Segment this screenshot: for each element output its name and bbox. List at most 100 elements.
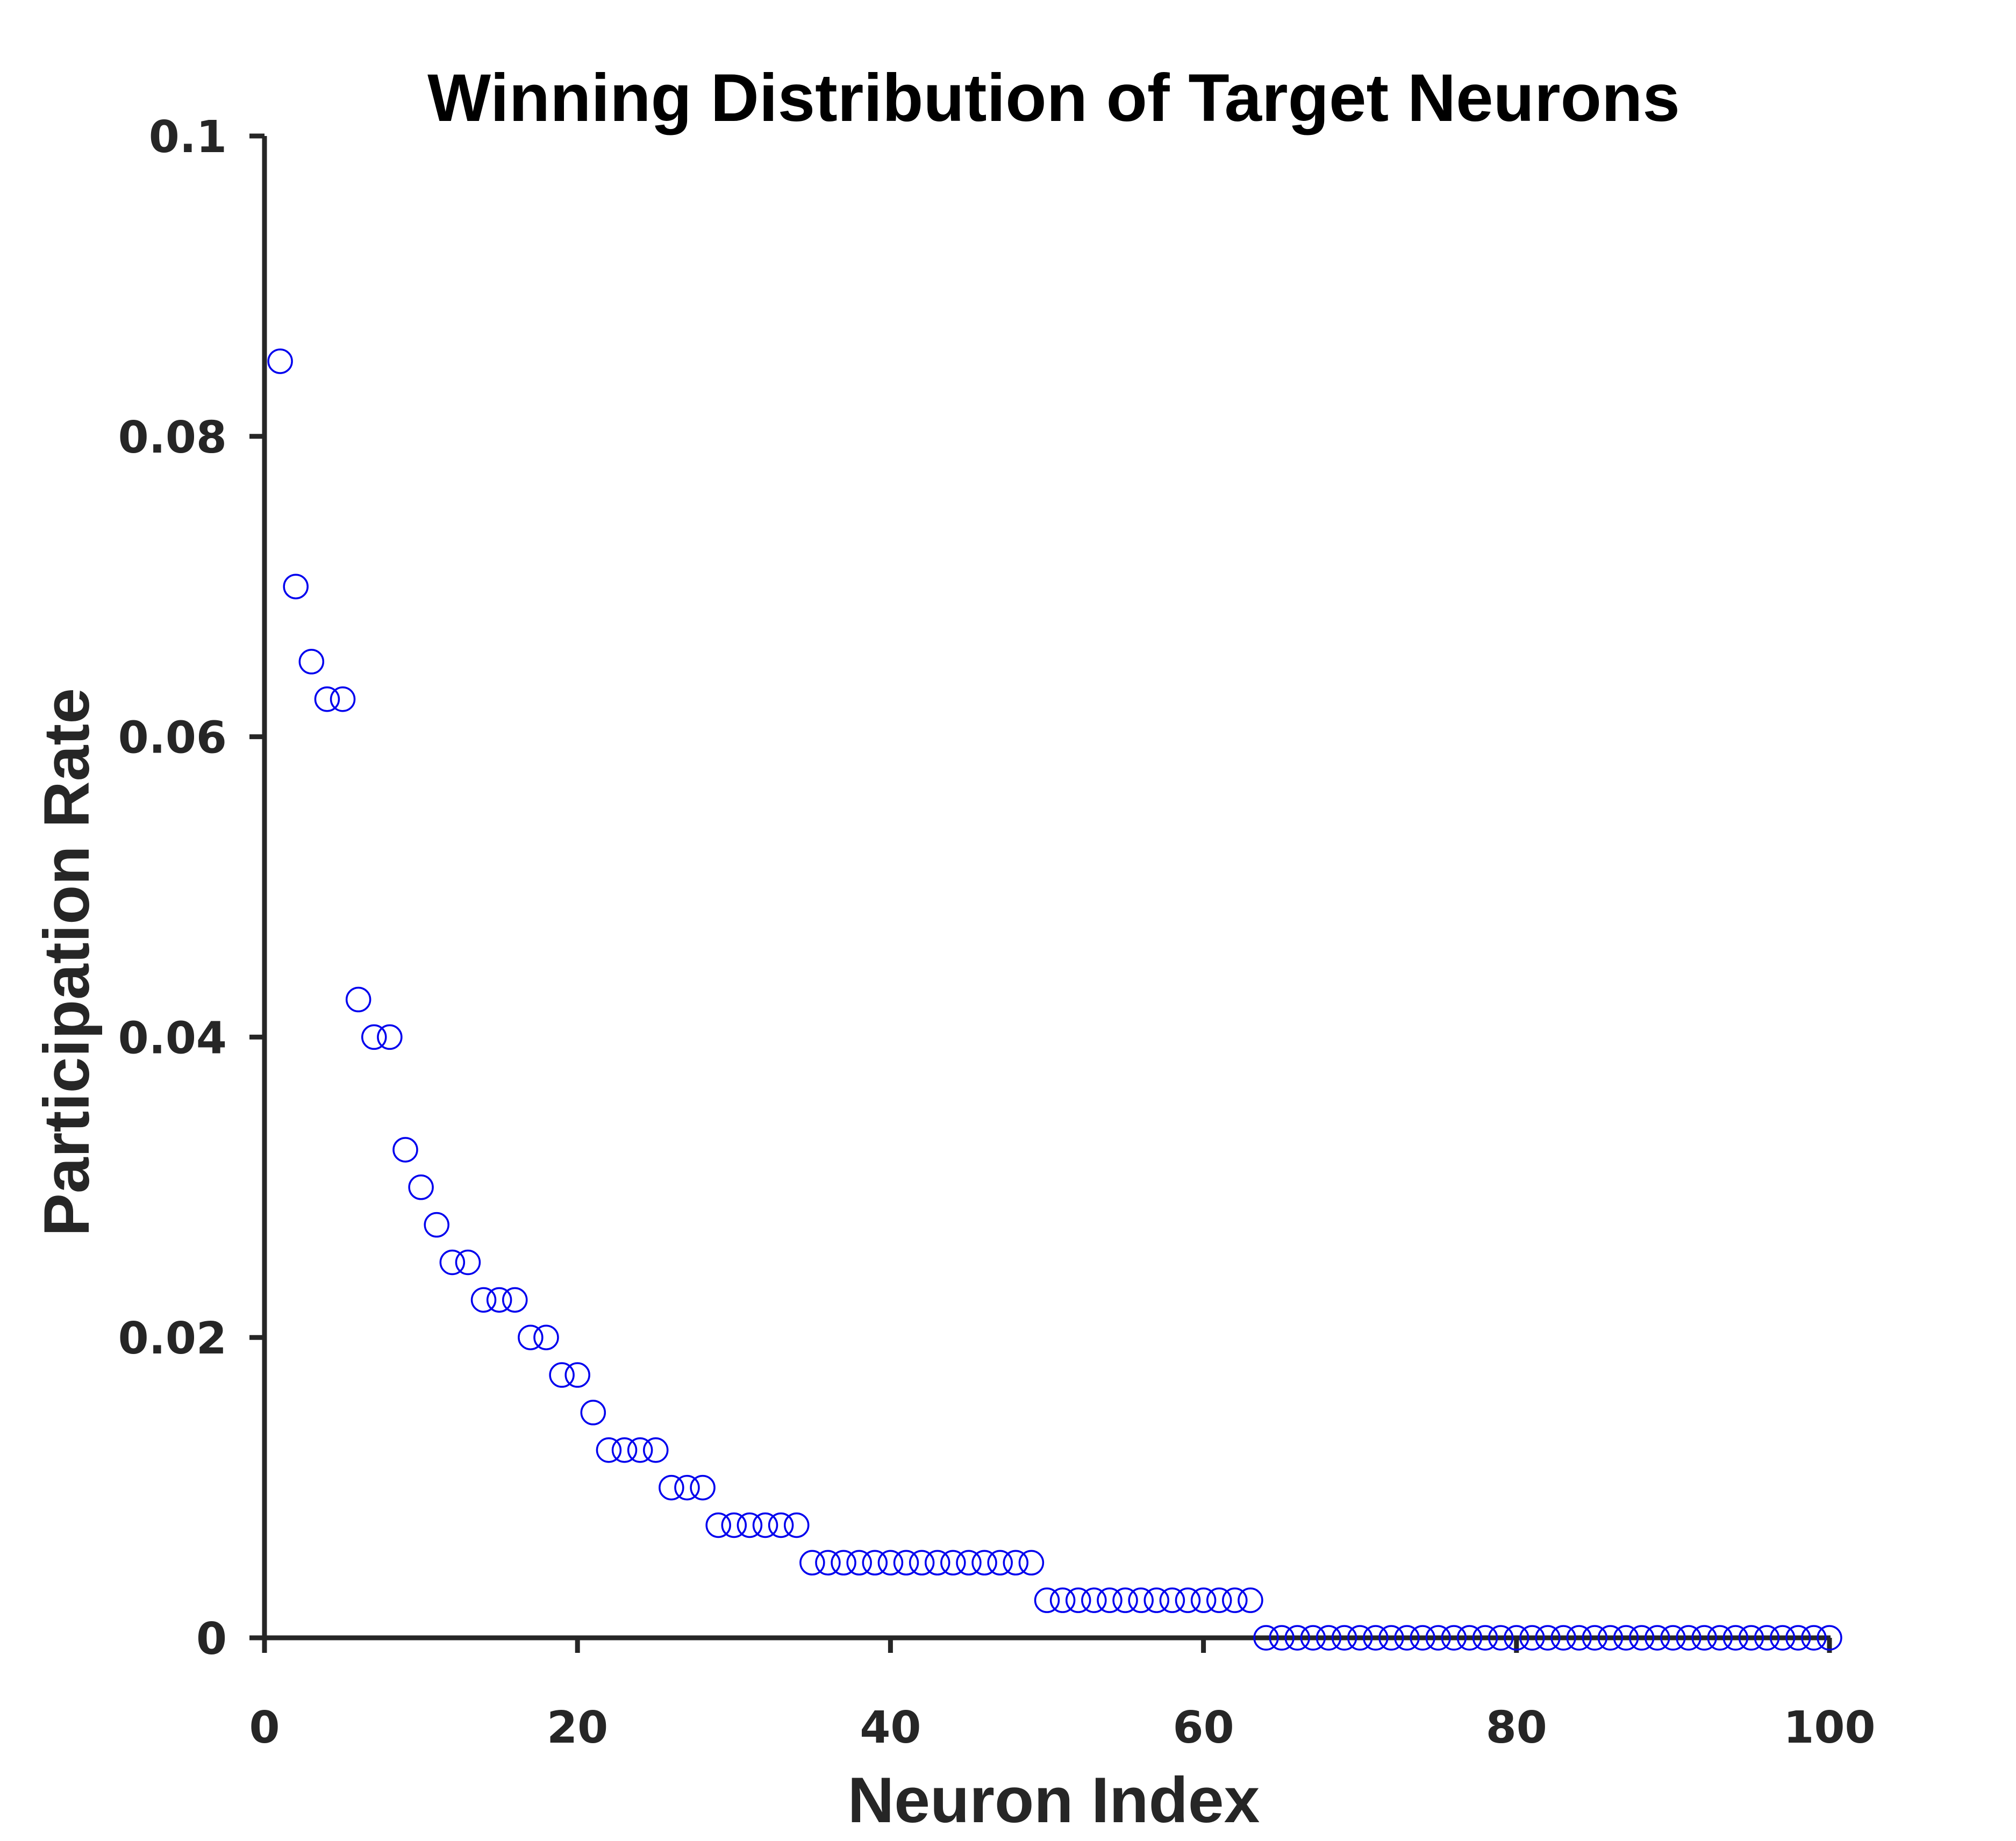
data-point <box>862 1550 888 1576</box>
data-point <box>361 1024 387 1050</box>
chart-title: Winning Distribution of Target Neurons <box>427 61 1680 135</box>
data-point <box>987 1550 1013 1576</box>
data-point <box>1128 1587 1154 1613</box>
data-point <box>518 1324 544 1350</box>
y-tick-label: 0.02 <box>118 1313 227 1364</box>
data-point <box>345 986 371 1013</box>
data-point <box>1801 1625 1827 1651</box>
data-point <box>1347 1625 1373 1651</box>
data-point <box>1284 1625 1311 1651</box>
data-point <box>1065 1587 1091 1613</box>
data-point <box>1331 1625 1357 1651</box>
data-point <box>1206 1587 1232 1613</box>
data-point <box>1754 1625 1780 1651</box>
data-point <box>1003 1550 1029 1576</box>
y-tick-label: 0 <box>196 1614 227 1665</box>
data-point <box>377 1024 403 1050</box>
data-point <box>737 1512 763 1538</box>
data-point <box>1159 1587 1185 1613</box>
data-point <box>1660 1625 1686 1651</box>
data-point <box>1550 1625 1576 1651</box>
data-point <box>439 1249 466 1276</box>
data-point <box>940 1550 966 1576</box>
data-point <box>1785 1625 1811 1651</box>
data-point <box>846 1550 872 1576</box>
data-point <box>533 1324 559 1350</box>
data-point <box>1410 1625 1435 1651</box>
data-point <box>455 1249 481 1276</box>
data-point <box>1738 1625 1764 1651</box>
data-point <box>1488 1625 1514 1651</box>
x-tick-label: 40 <box>860 1702 921 1753</box>
data-point <box>1472 1625 1498 1651</box>
data-point <box>1441 1625 1467 1651</box>
x-tick-label: 20 <box>547 1702 608 1753</box>
data-point <box>1222 1587 1248 1613</box>
data-point <box>1628 1625 1655 1651</box>
data-point <box>1378 1625 1404 1651</box>
data-point <box>815 1550 841 1576</box>
data-point <box>705 1512 731 1538</box>
tick-labels: 0 20 40 60 80 100 0 0.02 0.04 0.06 0.08 0.1 <box>118 112 1876 1753</box>
data-point <box>1817 1625 1842 1651</box>
y-tick-label: 0.1 <box>149 112 227 163</box>
data-point <box>549 1362 575 1388</box>
data-point <box>1456 1625 1483 1651</box>
data-point <box>1018 1550 1045 1576</box>
data-point <box>564 1362 590 1388</box>
data-point <box>799 1550 825 1576</box>
data-point <box>1645 1625 1670 1651</box>
data-point <box>392 1137 418 1163</box>
data-point <box>1363 1625 1389 1651</box>
data-point <box>752 1512 778 1538</box>
data-point <box>1175 1587 1201 1613</box>
data-point <box>1269 1625 1295 1651</box>
data-point <box>643 1437 669 1463</box>
x-tick-label: 0 <box>249 1702 280 1753</box>
data-point <box>1097 1587 1123 1613</box>
data-point <box>1316 1625 1342 1651</box>
data-point <box>330 686 356 712</box>
data-point <box>1300 1625 1326 1651</box>
data-point <box>1519 1625 1545 1651</box>
data-point <box>470 1287 497 1313</box>
data-point <box>690 1474 716 1501</box>
data-point <box>1253 1625 1279 1651</box>
data-point <box>298 649 325 675</box>
data-point <box>1504 1625 1529 1651</box>
data-point <box>283 574 309 599</box>
data-point <box>1722 1625 1749 1651</box>
x-tick-label: 100 <box>1783 1702 1875 1753</box>
data-point <box>1425 1625 1451 1651</box>
y-tick-label: 0.06 <box>118 713 227 764</box>
data-point <box>627 1437 653 1463</box>
data-point <box>1112 1587 1138 1613</box>
data-point <box>674 1474 700 1501</box>
data-point <box>909 1550 935 1576</box>
data-point <box>580 1400 606 1425</box>
data-point <box>1535 1625 1561 1651</box>
data-point <box>1613 1625 1639 1651</box>
data-point <box>1143 1587 1170 1613</box>
data-point <box>408 1174 434 1200</box>
data-point <box>1691 1625 1717 1651</box>
x-tick-label: 80 <box>1486 1702 1547 1753</box>
data-point <box>783 1512 810 1538</box>
data-point <box>1597 1625 1624 1651</box>
x-axis-label: Neuron Index <box>848 1764 1260 1836</box>
data-point <box>893 1550 919 1576</box>
data-point <box>831 1550 856 1576</box>
data-point <box>1394 1625 1420 1651</box>
data-point <box>611 1437 638 1463</box>
data-point <box>1049 1587 1076 1613</box>
data-point <box>971 1550 997 1576</box>
x-tick-label: 60 <box>1173 1702 1234 1753</box>
data-points <box>267 348 1842 1651</box>
data-point <box>721 1512 747 1538</box>
data-point <box>1190 1587 1217 1613</box>
data-point <box>267 348 293 374</box>
data-point <box>1582 1625 1608 1651</box>
data-point <box>1769 1625 1796 1651</box>
data-point <box>1707 1625 1733 1651</box>
data-point <box>1081 1587 1107 1613</box>
